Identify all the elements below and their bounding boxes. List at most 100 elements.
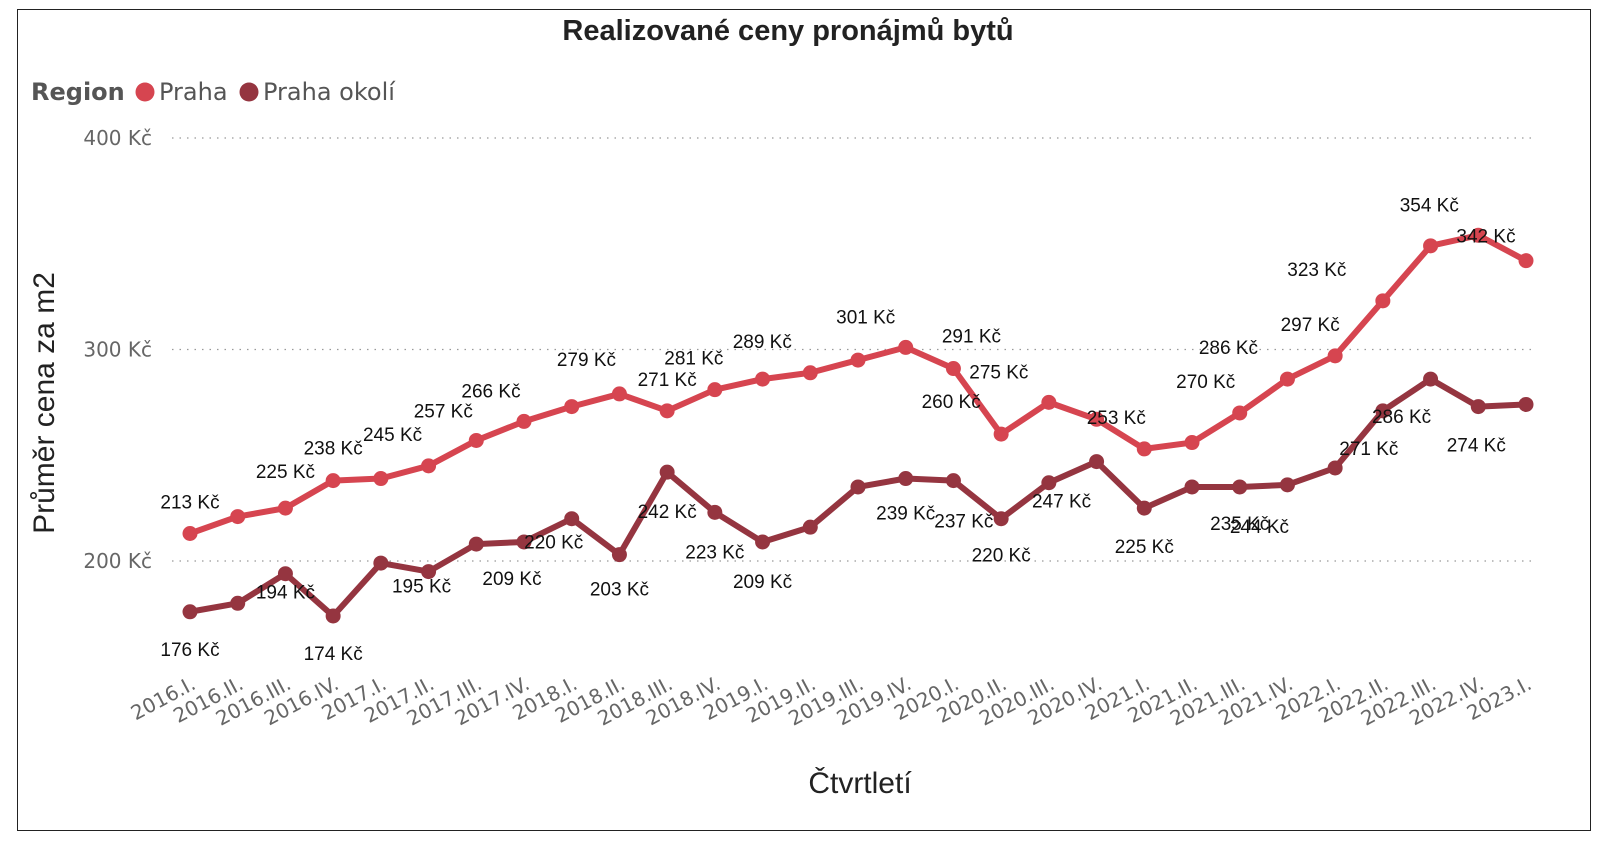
data-label: 286 Kč [1372,407,1431,428]
chart-title: Realizované ceny pronájmů bytů [562,15,1013,47]
data-label: 257 Kč [414,401,473,422]
data-label: 237 Kč [934,512,993,533]
data-label: 266 Kč [461,381,520,402]
data-point [182,604,198,620]
data-point [325,608,341,624]
legend-marker-praha [135,82,155,102]
data-point [945,361,961,377]
data-point [1041,475,1057,491]
series-line-1 [187,376,1529,619]
data-point [802,365,818,381]
data-point [659,464,675,480]
data-point [516,413,532,429]
data-label: 225 Kč [1115,537,1174,558]
data-label: 239 Kč [876,504,935,525]
data-point [1136,500,1152,516]
y-tick-label: 300 Kč [83,338,152,362]
data-label: 342 Kč [1456,227,1515,248]
data-point [659,403,675,419]
data-label: 253 Kč [1087,408,1146,429]
data-point [850,479,866,495]
data-label: 247 Kč [1032,492,1091,513]
data-label: 176 Kč [160,640,219,661]
data-label: 242 Kč [638,502,697,523]
data-point [945,473,961,489]
legend-title: Region [31,78,125,106]
y-axis-ticks: 200 Kč 300 Kč 400 Kč [83,126,152,573]
data-point [755,371,771,387]
data-label: 323 Kč [1287,260,1346,281]
data-label: 209 Kč [482,569,541,590]
data-point [1470,227,1486,243]
data-point [421,458,437,474]
data-point [755,534,771,550]
data-point [707,504,723,520]
data-point [1136,441,1152,457]
data-label: 275 Kč [969,362,1028,383]
data-point [1184,479,1200,495]
series [182,227,1534,624]
data-point [1327,460,1343,476]
data-point [564,511,580,527]
data-label: 279 Kč [557,350,616,371]
data-point [993,511,1009,527]
data-point [850,352,866,368]
data-label: 244 Kč [1230,517,1289,538]
data-point [373,555,389,571]
x-axis-label: Čtvrtletí [808,766,912,800]
data-point [611,386,627,402]
data-label: 260 Kč [922,392,981,413]
y-tick-label: 400 Kč [83,126,152,150]
data-point [1279,477,1295,493]
data-label: 223 Kč [685,542,744,563]
data-point [1041,394,1057,410]
data-point [993,426,1009,442]
data-label: 271 Kč [638,370,697,391]
data-label: 194 Kč [256,583,315,604]
data-label: 238 Kč [304,439,363,460]
data-label: 209 Kč [733,572,792,593]
data-point [516,534,532,550]
data-point [1375,293,1391,309]
legend-label-praha: Praha [159,78,228,106]
data-point [898,471,914,487]
data-point [564,399,580,415]
data-label: 235 Kč [1210,514,1269,535]
data-label: 213 Kč [160,493,219,514]
data-label: 195 Kč [392,577,451,598]
chart-frame [17,9,1591,831]
data-point [421,564,437,580]
data-point [611,547,627,563]
data-label: 271 Kč [1339,439,1398,460]
data-point [373,471,389,487]
data-label: 286 Kč [1199,338,1258,359]
data-point [802,519,818,535]
data-point [1375,403,1391,419]
data-label: 297 Kč [1281,315,1340,336]
data-point [1327,348,1343,364]
data-point [230,509,246,525]
legend: Region Praha Praha okolí [31,78,396,106]
data-label: 281 Kč [664,349,723,370]
data-point [277,500,293,516]
data-point [1232,479,1248,495]
legend-marker-praha-okoli [239,82,259,102]
y-tick-label: 200 Kč [83,549,152,573]
data-point [1232,405,1248,421]
data-point [1184,435,1200,451]
data-point [325,473,341,489]
data-point [1518,253,1534,269]
data-point [182,526,198,542]
data-label: 174 Kč [304,644,363,665]
x-axis-ticks: 2016.I.2016.II.2016.III.2016.IV.2017.I.2… [127,671,1536,730]
data-label: 220 Kč [524,533,583,554]
data-label: 291 Kč [942,327,1001,348]
data-point [468,536,484,552]
data-label: 274 Kč [1447,436,1506,457]
data-point [230,595,246,611]
data-label: 203 Kč [590,580,649,601]
data-point [1518,396,1534,412]
data-point [1423,238,1439,254]
